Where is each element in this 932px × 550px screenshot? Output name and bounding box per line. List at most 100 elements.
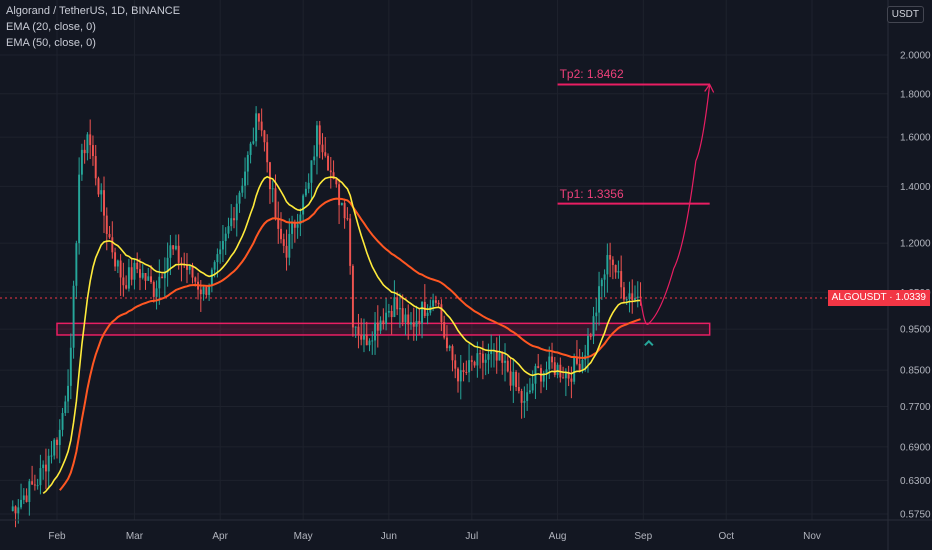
candle	[523, 386, 526, 418]
candle-body	[114, 252, 117, 267]
candle	[25, 488, 28, 503]
candle	[374, 312, 377, 355]
candle-body	[340, 202, 343, 206]
candle	[492, 343, 495, 368]
candle	[609, 242, 612, 278]
candle	[152, 280, 155, 303]
candle	[20, 483, 23, 510]
candle	[636, 281, 639, 308]
candle	[288, 218, 291, 266]
candle	[105, 207, 108, 251]
candle	[266, 134, 269, 173]
candle-body	[415, 320, 418, 327]
candle-body	[188, 265, 191, 270]
candle	[468, 343, 471, 383]
candle-body	[39, 468, 42, 486]
candle-body	[296, 224, 299, 228]
candle-body	[241, 185, 244, 193]
candle	[150, 265, 152, 284]
candle	[67, 369, 70, 414]
candle	[315, 120, 318, 175]
candle-body	[487, 354, 490, 360]
candle-body	[410, 322, 412, 325]
candle-body	[33, 484, 36, 486]
candle	[183, 252, 186, 269]
candle-body	[315, 125, 318, 157]
ema-20-line	[42, 175, 641, 495]
candle	[614, 264, 617, 279]
candle	[33, 474, 36, 491]
candle	[404, 308, 407, 336]
candle	[385, 298, 388, 331]
candle-body	[553, 362, 556, 375]
candle-body	[354, 326, 357, 328]
candle-body	[562, 377, 565, 379]
candle	[376, 305, 379, 348]
candle-body	[360, 335, 363, 340]
candle	[426, 304, 429, 325]
candle	[108, 225, 111, 239]
candle-body	[307, 182, 310, 189]
candle	[280, 212, 282, 244]
candle-body	[501, 353, 504, 363]
candle	[589, 332, 592, 340]
candle	[241, 178, 244, 197]
candle	[512, 359, 515, 403]
ema-50-legend[interactable]: EMA (50, close, 0)	[6, 37, 96, 49]
candle-body	[274, 188, 277, 219]
candle	[573, 353, 576, 385]
candle-body	[457, 368, 459, 382]
candle	[501, 351, 504, 375]
candle-body	[122, 277, 125, 286]
ema-20-legend[interactable]: EMA (20, close, 0)	[6, 21, 96, 33]
candle	[598, 271, 601, 326]
candle	[437, 300, 440, 308]
symbol-title: Algorand / TetherUS, 1D, BINANCE	[6, 5, 181, 17]
time-tick-label: Sep	[634, 531, 652, 542]
candle-body	[412, 322, 415, 327]
candle	[147, 267, 150, 281]
candle-body	[465, 372, 468, 374]
candle	[407, 304, 410, 340]
time-tick-label: Oct	[718, 531, 734, 542]
candle-body	[338, 184, 341, 206]
candle	[86, 132, 89, 161]
candle	[180, 257, 183, 282]
candle-body	[600, 279, 603, 287]
candle-body	[379, 320, 382, 331]
price-tick-label: 0.5750	[900, 510, 931, 521]
candle	[111, 221, 114, 259]
candle-body	[91, 145, 94, 157]
candle-body	[100, 190, 103, 195]
candle-body	[520, 390, 523, 403]
candle-body	[609, 255, 612, 260]
candle	[338, 178, 341, 225]
candle-body	[202, 286, 205, 295]
price-tick-label: 1.6000	[900, 133, 931, 144]
time-axis[interactable]: Feb Mar Apr May Jun Jul Aug Sep Oct Nov	[0, 519, 932, 542]
candle	[318, 120, 321, 159]
price-axis[interactable]: 0.57500.63000.69000.77000.85000.95001.05…	[887, 0, 931, 550]
candle	[11, 500, 14, 512]
price-tick-label: 0.6900	[900, 442, 931, 453]
candle-body	[64, 401, 67, 414]
candle-body	[479, 353, 482, 355]
currency-unit-button[interactable]: USDT	[886, 6, 924, 23]
candle-body	[302, 195, 305, 215]
price-tick-label: 2.0000	[900, 51, 931, 62]
candle-body	[545, 369, 548, 374]
candle-body	[376, 322, 379, 331]
candle	[343, 198, 346, 229]
candle	[257, 113, 260, 130]
candle	[354, 326, 357, 338]
candle-body	[398, 308, 401, 310]
candle-body	[257, 113, 260, 122]
time-tick-label: Jul	[465, 531, 478, 542]
candle-body	[335, 179, 338, 185]
candle-body	[476, 353, 479, 366]
candle	[553, 356, 556, 378]
candle-body	[221, 241, 224, 250]
candle-body	[288, 233, 291, 258]
candle	[91, 135, 94, 166]
